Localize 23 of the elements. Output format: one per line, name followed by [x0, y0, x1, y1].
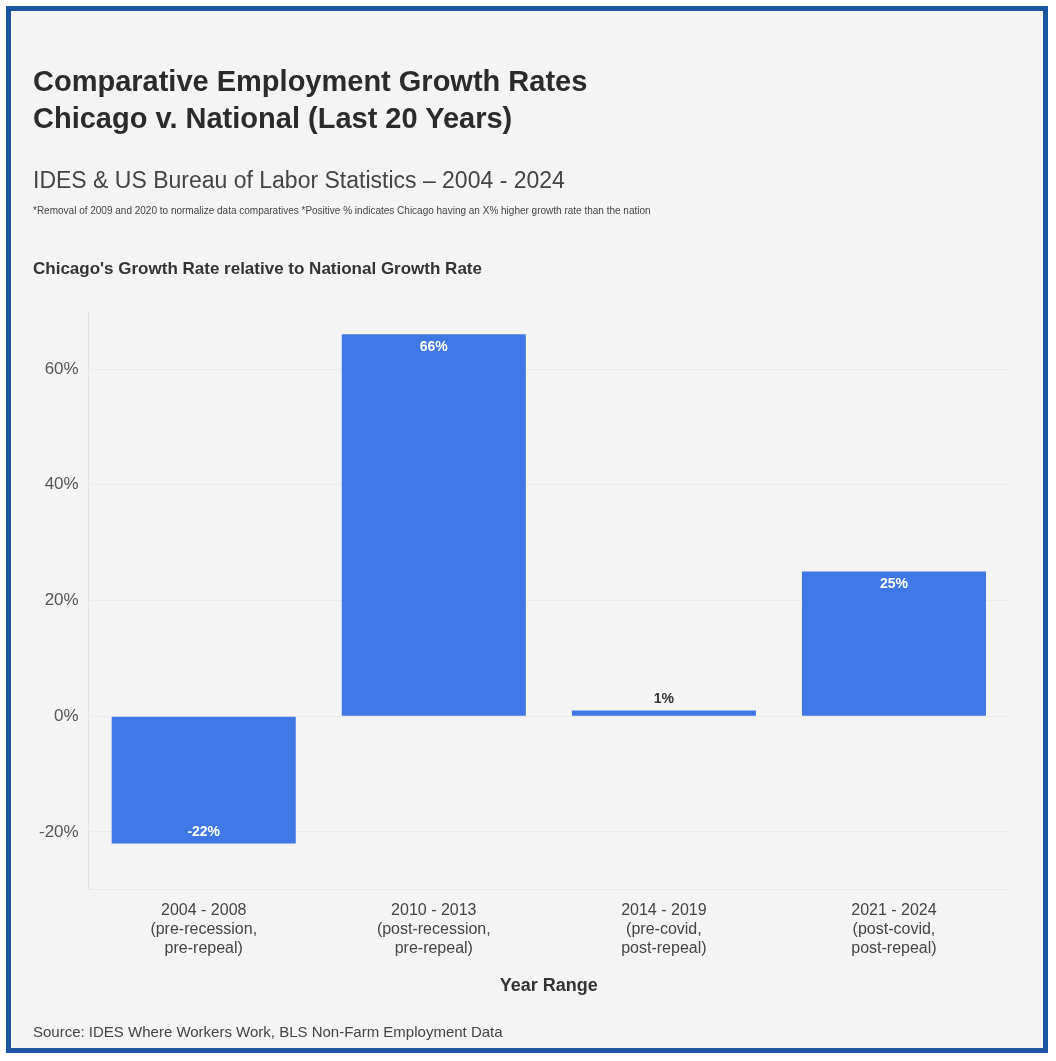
chart-title: Comparative Employment Growth Rates Chicago v. National (Last 20 Years) — [33, 64, 589, 136]
text: Chicago's Growth Rate relative to National Growth Rate — [33, 259, 482, 279]
data-label: -22% — [187, 823, 221, 840]
y-tick-label: 0% — [54, 705, 79, 725]
bar — [111, 716, 296, 844]
y-tick-label: 60% — [44, 358, 79, 378]
x-axis-title: Year Range — [499, 975, 598, 996]
text: *Removal of 2009 and 2020 to normalize data comparatives *Positive % indicates Chicago having an X% higher growth rate than the nation — [33, 205, 651, 216]
source-note: Source: IDES Where Workers Work, BLS Non-Farm Employment Data — [33, 1023, 503, 1040]
data-label: 25% — [879, 575, 909, 592]
x-tick-label: 2010 - 2013 (post-recession, pre-repeal) — [376, 900, 491, 957]
bar — [571, 710, 756, 716]
x-tick-label: 2014 - 2019 (pre-covid, post-repeal) — [621, 900, 707, 957]
bar — [341, 334, 526, 716]
y-tick-label: -20% — [39, 821, 79, 841]
x-tick-label: 2021 - 2024 (post-covid, post-repeal) — [851, 900, 937, 957]
x-tick-label: 2004 - 2008 (pre-recession, pre-repeal) — [150, 900, 258, 957]
data-label: 1% — [653, 690, 675, 707]
y-tick-label: 40% — [44, 474, 79, 494]
chart-subtitle: IDES & US Bureau of Labor Statistics – 2004 - 2024 — [33, 167, 565, 194]
bar — [801, 571, 986, 716]
y-tick-label: 20% — [44, 590, 79, 610]
data-label: 66% — [419, 338, 449, 355]
